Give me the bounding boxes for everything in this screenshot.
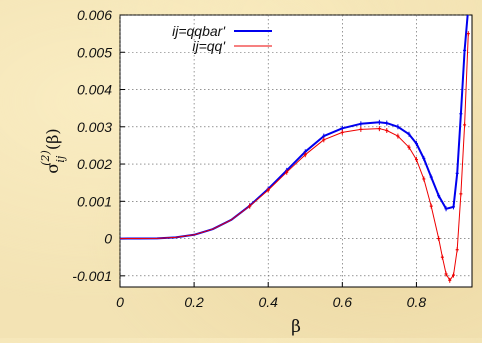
legend: ij=qqbar' ij=qq' bbox=[172, 23, 272, 54]
series-1-group bbox=[120, 31, 470, 283]
y-axis-label-tail: (β) bbox=[43, 128, 62, 150]
y-tick-label: 0.006 bbox=[77, 7, 112, 23]
x-tick-label: 0.4 bbox=[258, 294, 278, 310]
series-layer bbox=[120, 15, 470, 283]
x-tick-label: 0.6 bbox=[333, 294, 353, 310]
x-axis-label: β bbox=[291, 317, 301, 337]
y-tick-label: 0.004 bbox=[77, 82, 112, 98]
x-tick-label: 0 bbox=[116, 294, 124, 310]
y-axis-label-sub: ij bbox=[54, 155, 67, 163]
legend-label-series-1: ij=qq' bbox=[192, 38, 226, 54]
x-tick-label: 0.2 bbox=[184, 294, 204, 310]
legend-label-series-0: ij=qqbar' bbox=[172, 23, 226, 39]
grid-layer bbox=[119, 14, 472, 287]
y-tick-label: 0.003 bbox=[77, 119, 112, 135]
x-tick-label: 0.8 bbox=[407, 294, 427, 310]
y-axis-label-sup: (2) bbox=[39, 150, 52, 166]
y-tick-label: 0.002 bbox=[77, 156, 112, 172]
y-tick-label: -0.001 bbox=[72, 268, 112, 284]
y-tick-label: 0 bbox=[104, 231, 112, 247]
svg-text:σij(2)(β): σij(2)(β) bbox=[39, 128, 67, 173]
series-line-1 bbox=[120, 33, 469, 281]
plot-area bbox=[119, 14, 473, 288]
y-axis-label: σij(2)(β) bbox=[39, 128, 67, 173]
y-axis-label-main: σ bbox=[43, 163, 62, 174]
y-tick-label: 0.001 bbox=[77, 193, 112, 209]
y-tick-label: 0.005 bbox=[77, 44, 112, 60]
